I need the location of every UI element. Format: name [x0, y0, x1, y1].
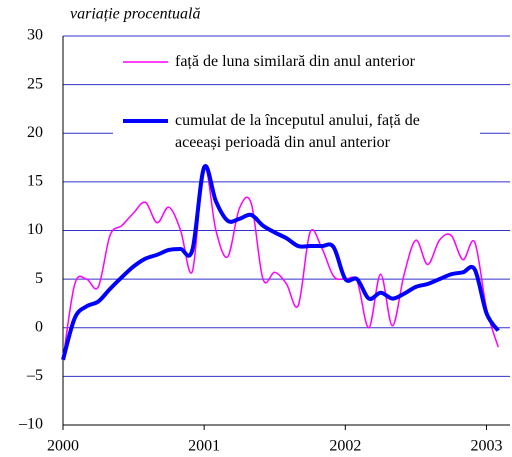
y-tick-label: 20 — [27, 124, 43, 141]
y-tick-label: 30 — [27, 27, 43, 44]
y-axis-label: variație procentuală — [70, 6, 201, 23]
legend-line: cumulat de la începutul anului, față de — [175, 112, 420, 129]
x-tick-label: 2000 — [47, 438, 79, 455]
legend-label: cumulat de la începutul anului, față de a… — [175, 112, 420, 151]
y-tick-label: –5 — [26, 367, 43, 384]
data-line — [62, 166, 499, 360]
legend-bg — [113, 48, 480, 76]
y-tick-label: 15 — [27, 173, 43, 190]
x-tick-label: 2003 — [470, 438, 502, 455]
legend-line: aceeași perioadă din anul anterior — [175, 134, 391, 151]
legend-bg — [113, 107, 480, 157]
legend-label: față de luna similară din anul anterior — [175, 53, 416, 70]
y-tick-label: –10 — [18, 416, 43, 433]
x-tick-label: 2001 — [188, 438, 220, 455]
y-tick-label: 25 — [27, 75, 43, 92]
x-tick-label: 2002 — [329, 438, 361, 455]
y-tick-label: 5 — [35, 270, 43, 287]
y-tick-label: 0 — [35, 318, 43, 335]
y-tick-label: 10 — [27, 221, 43, 238]
legend-line: față de luna similară din anul anterior — [175, 53, 416, 70]
data-line — [61, 164, 500, 361]
